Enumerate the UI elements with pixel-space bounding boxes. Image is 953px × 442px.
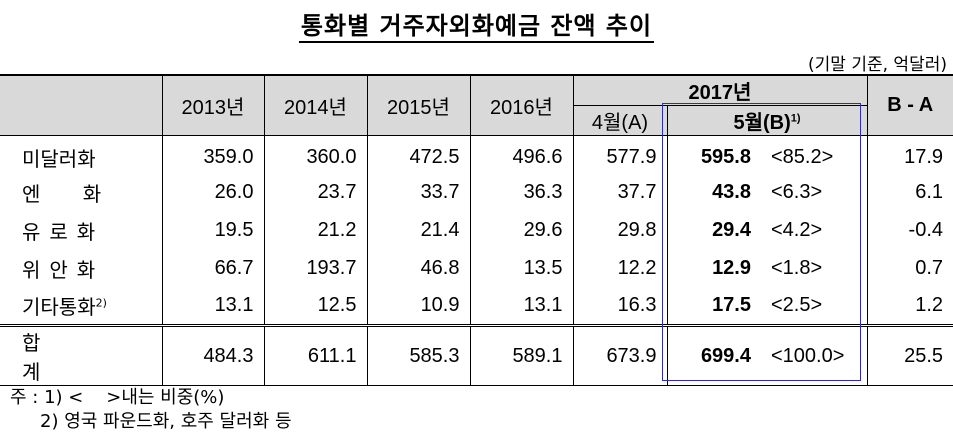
- cell-2015: 585.3: [366, 324, 470, 386]
- cell-2016: 29.6: [469, 211, 573, 250]
- table-row: 미달러화 359.0 360.0 472.5 496.6 577.9 595.8…: [0, 135, 953, 174]
- page-title-text: 통화별 거주자외화예금 잔액 추이: [298, 12, 655, 43]
- footnote-1: 주 : 1) < >내는 비중(%): [10, 387, 225, 408]
- page-title: 통화별 거주자외화예금 잔액 추이: [0, 6, 953, 43]
- cell-share: <6.3>: [771, 181, 823, 203]
- table-row: 유로화 19.5 21.2 21.4 29.6 29.8 29.4 <4.2> …: [0, 211, 953, 250]
- row-label: 엔 화: [22, 182, 120, 206]
- cell-2014: 611.1: [263, 324, 367, 386]
- cell-2014: 21.2: [263, 211, 367, 250]
- cell-april: 29.8: [572, 211, 667, 250]
- row-label: 기타통화: [22, 295, 96, 320]
- cell-share: <100.0>: [753, 324, 868, 386]
- total-label: 합 계: [0, 324, 162, 386]
- cell-diff: 25.5: [866, 324, 953, 386]
- total-row: 합 계 484.3 611.1 585.3 589.1 673.9 699.4 …: [0, 324, 953, 386]
- deposit-table: 2013년 2014년 2015년 2016년 2017년 B - A 4월(A…: [0, 74, 953, 386]
- cell-diff: -0.4: [866, 211, 953, 250]
- header-may: 5월(B)1): [666, 105, 868, 136]
- cell-2013: 19.5: [161, 211, 264, 250]
- cell-diff: 0.7: [866, 249, 953, 288]
- cell-2015: 10.9: [366, 287, 470, 326]
- cell-2016: 13.1: [469, 287, 573, 326]
- header-year-2015: 2015년: [366, 75, 470, 136]
- cell-2013: 359.0: [161, 135, 264, 174]
- header-year-2016: 2016년: [469, 75, 573, 136]
- cell-2015: 472.5: [366, 135, 470, 174]
- cell-2013: 66.7: [161, 249, 264, 288]
- cell-2016: 496.6: [469, 135, 573, 174]
- header-may-label: 5월(B): [733, 112, 791, 134]
- cell-share: <1.8>: [771, 257, 823, 279]
- header-year-2014: 2014년: [263, 75, 367, 136]
- header-diff: B - A: [866, 75, 953, 136]
- cell-2016: 36.3: [469, 173, 573, 212]
- cell-may: 29.4: [666, 211, 753, 250]
- table-row: 기타통화2) 13.1 12.5 10.9 13.1 16.3 17.5 <2.…: [0, 287, 953, 326]
- cell-diff: 17.9: [866, 135, 953, 174]
- cell-may: 43.8: [666, 173, 753, 212]
- cell-may: 17.5: [666, 287, 753, 326]
- cell-april: 12.2: [572, 249, 667, 288]
- cell-2016: 13.5: [469, 249, 573, 288]
- header-april: 4월(A): [572, 105, 667, 136]
- unit-label: (기말 기준, 억달러): [808, 55, 947, 75]
- footnote-2: 2) 영국 파운드화, 호주 달러화 등: [40, 411, 292, 432]
- table-row: 엔 화 26.0 23.7 33.7 36.3 37.7 43.8 <6.3> …: [0, 173, 953, 212]
- cell-2015: 46.8: [366, 249, 470, 288]
- cell-april: 16.3: [572, 287, 667, 326]
- cell-diff: 6.1: [866, 173, 953, 212]
- cell-april: 37.7: [572, 173, 667, 212]
- cell-2016: 589.1: [469, 324, 573, 386]
- cell-2013: 484.3: [161, 324, 264, 386]
- header-may-footnote: 1): [790, 112, 801, 125]
- header-year-2013: 2013년: [161, 75, 264, 136]
- deposit-table-wrap: 2013년 2014년 2015년 2016년 2017년 B - A 4월(A…: [0, 74, 953, 386]
- cell-2013: 13.1: [161, 287, 264, 326]
- cell-2014: 193.7: [263, 249, 367, 288]
- cell-2014: 23.7: [263, 173, 367, 212]
- row-label-footnote: 2): [95, 296, 107, 310]
- row-label-cell: 기타통화2): [0, 288, 162, 326]
- cell-2015: 33.7: [366, 173, 470, 212]
- cell-may: 699.4: [666, 324, 753, 386]
- footnotes: 주 : 1) < >내는 비중(%) 2) 영국 파운드화, 호주 달러화 등: [10, 386, 292, 434]
- cell-2013: 26.0: [161, 173, 264, 212]
- row-label: 유로화: [22, 220, 105, 244]
- cell-share: <85.2>: [771, 146, 834, 169]
- cell-2014: 12.5: [263, 287, 367, 326]
- cell-2014: 360.0: [263, 135, 367, 174]
- header-year-2017: 2017년: [572, 75, 868, 106]
- cell-april: 577.9: [572, 135, 667, 174]
- row-label: 미달러화: [22, 147, 96, 172]
- cell-share: <4.2>: [771, 219, 823, 241]
- row-label: 위안화: [22, 258, 105, 282]
- cell-2015: 21.4: [366, 211, 470, 250]
- cell-may: 595.8: [666, 135, 753, 174]
- cell-may: 12.9: [666, 249, 753, 288]
- cell-share: <2.5>: [771, 294, 823, 317]
- cell-april: 673.9: [572, 324, 667, 386]
- table-row: 위안화 66.7 193.7 46.8 13.5 12.2 12.9 <1.8>…: [0, 249, 953, 288]
- cell-diff: 1.2: [866, 287, 953, 326]
- header-corner: [0, 75, 162, 136]
